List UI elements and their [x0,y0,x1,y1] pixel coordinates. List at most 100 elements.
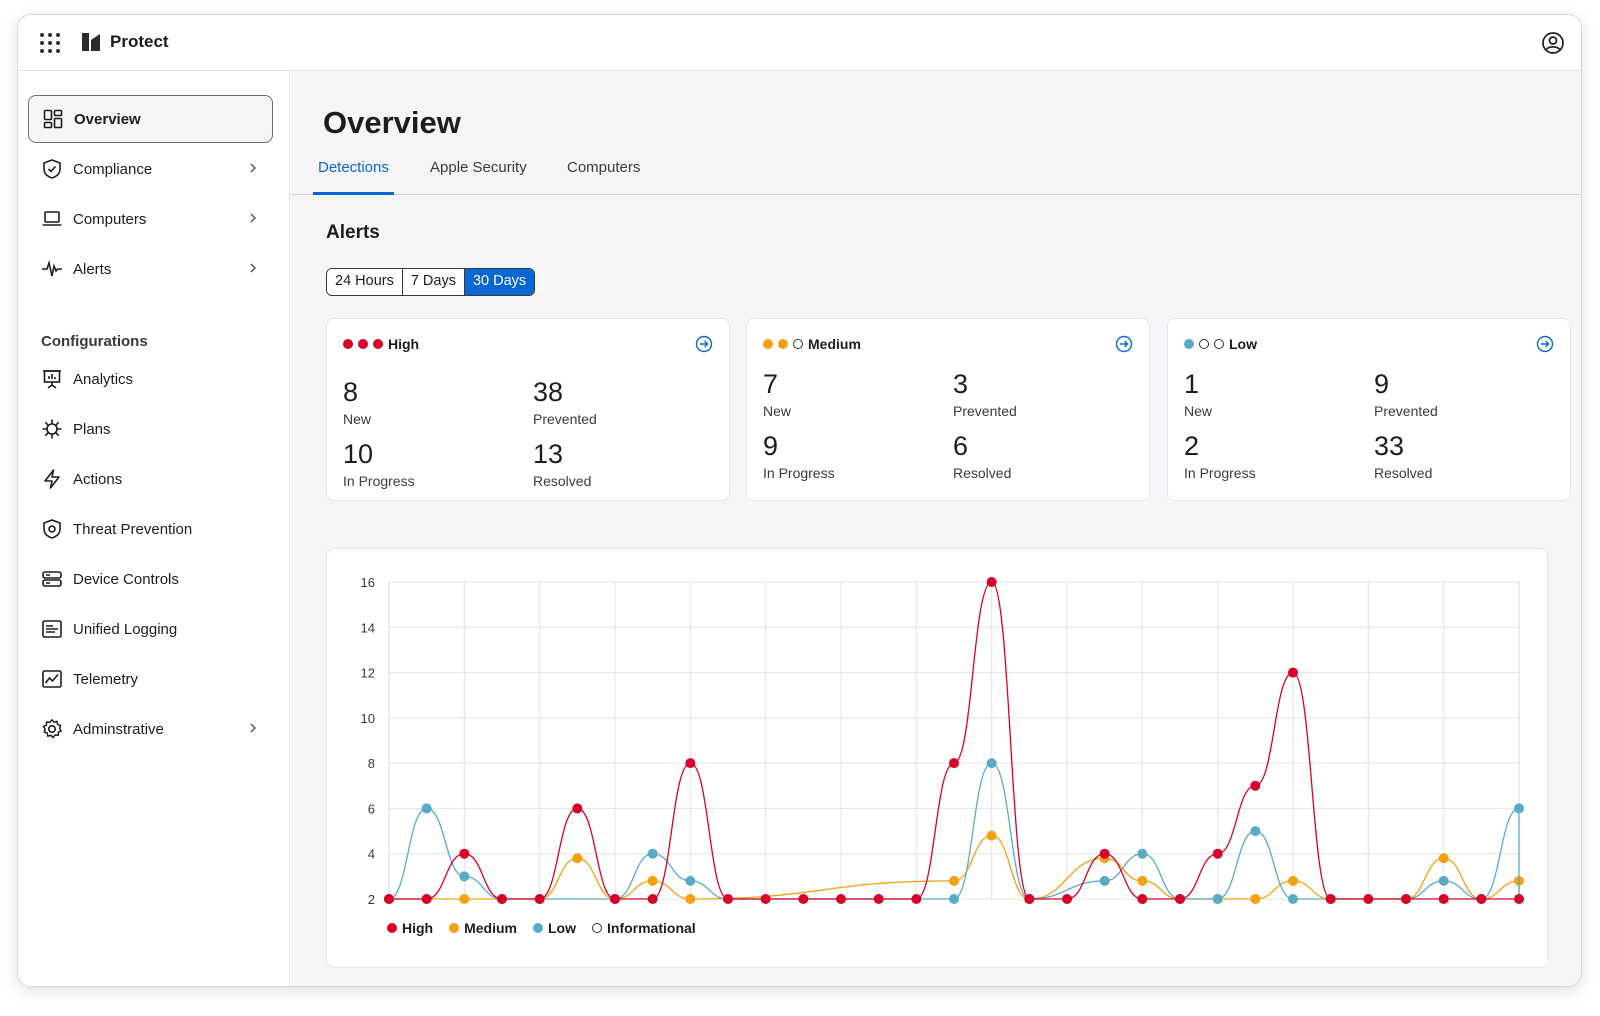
data-point-low [1250,826,1261,837]
stat-prevented-value: 9 [1374,369,1390,399]
data-point-medium [459,894,470,904]
data-point-high [1288,667,1298,678]
sidebar-item-plans[interactable]: Plans [28,405,273,453]
data-point-high [1438,894,1449,904]
data-point-high [1514,894,1524,904]
sidebar-item-device-controls[interactable]: Device Controls [28,555,273,603]
data-point-high [1062,894,1072,904]
stat-resolved-label: Resolved [533,473,592,489]
pulse-icon [42,260,62,277]
stat-in-progress-label: In Progress [1184,465,1256,481]
data-point-high [610,894,620,904]
line-chart-icon [42,670,62,688]
app-launcher-icon[interactable] [40,33,60,53]
data-point-high [1137,894,1148,904]
data-point-high [911,894,922,904]
data-point-low [685,875,696,886]
dashboard-icon [43,109,63,129]
legend-swatch [592,923,602,933]
card-header: High [343,336,419,352]
legend-item-low[interactable]: Low [533,920,576,936]
data-point-high [798,894,809,904]
severity-dot [1214,339,1224,349]
sidebar-item-label: Device Controls [73,570,179,588]
protect-logo-icon [82,33,100,51]
page-title: Overview [323,105,461,140]
data-point-low [949,894,959,904]
legend-label: Medium [464,920,517,936]
data-point-high [1024,894,1035,904]
shield-icon [43,519,61,539]
series-line-medium [389,834,1520,900]
arrow-circle-right-icon[interactable] [1536,335,1554,353]
range-30-days-button[interactable]: 30 Days [464,269,535,295]
range-7-days-button[interactable]: 7 Days [402,269,465,295]
data-point-medium [1288,875,1298,886]
sidebar-item-label: Computers [73,210,147,228]
data-point-medium [647,875,658,886]
severity-dot [358,339,368,349]
alert-card-high: High 8 New 38 Prevented 10 In Progress 1… [326,318,730,501]
sidebar-item-overview[interactable]: Overview [28,95,273,143]
sidebar-item-compliance[interactable]: Compliance [28,145,273,193]
card-title: Medium [808,336,861,352]
card-title: Low [1229,336,1257,352]
tab-computers[interactable]: Computers [567,159,641,176]
tab-detections[interactable]: Detections [313,159,394,195]
data-point-high [685,758,696,769]
stat-in-progress-value: 2 [1184,431,1200,461]
severity-dot [373,339,383,349]
stat-new-label: New [343,411,372,427]
sidebar-item-actions[interactable]: Actions [28,455,273,503]
arrow-circle-right-icon[interactable] [695,335,713,353]
sidebar-item-telemetry[interactable]: Telemetry [28,655,273,703]
sidebar-item-administrative[interactable]: Adminstrative [28,705,273,753]
data-point-low [459,871,470,882]
alert-card-low: Low 1 New 9 Prevented 2 In Progress 33 R… [1167,318,1571,501]
sidebar: Overview Compliance Computers Alerts [18,71,290,986]
alerts-chart: 2 4 6 8 10 12 14 16 High Medium Low Information… [326,548,1548,968]
severity-dot [778,339,788,349]
presentation-chart-icon [43,370,61,389]
data-point-low [986,758,997,769]
sidebar-item-unified-logging[interactable]: Unified Logging [28,605,273,653]
chart-plot: 2 4 6 8 10 12 14 16 [361,575,1524,907]
tab-apple-security[interactable]: Apple Security [430,159,527,176]
user-profile-icon[interactable] [1541,31,1565,55]
severity-dot [1184,339,1194,349]
severity-dot [343,339,353,349]
range-24-hours-button[interactable]: 24 Hours [327,269,403,295]
sidebar-item-threat-prevention[interactable]: Threat Prevention [28,505,273,553]
data-point-high [1476,894,1487,904]
legend-item-high[interactable]: High [387,920,433,936]
sidebar-item-label: Threat Prevention [73,520,193,538]
stat-new-value: 1 [1184,369,1200,399]
arrow-circle-right-icon[interactable] [1115,335,1133,353]
sidebar-item-analytics[interactable]: Analytics [28,355,273,403]
stat-prevented-label: Prevented [533,411,597,427]
data-point-high [836,894,846,904]
stat-resolved-label: Resolved [953,465,1012,481]
sidebar-item-computers[interactable]: Computers [28,195,273,243]
virus-icon [42,419,62,439]
stat-new-value: 7 [763,369,779,399]
top-bar: Protect [18,15,1581,71]
data-point-high [760,894,771,904]
data-point-high [1175,894,1185,904]
legend-item-medium[interactable]: Medium [449,920,517,936]
data-point-low [421,803,432,814]
data-point-low [647,848,658,859]
card-header: Low [1184,336,1257,352]
stat-resolved-value: 33 [1374,431,1405,461]
data-point-high [873,894,884,904]
data-point-medium [572,853,583,864]
sidebar-item-alerts[interactable]: Alerts [28,245,273,293]
severity-dot [1199,339,1209,349]
y-tick-label: 12 [361,666,375,681]
sidebar-item-label: Analytics [73,370,134,388]
stat-resolved-label: Resolved [1374,465,1433,481]
y-tick-label: 8 [368,756,375,771]
stat-prevented-value: 38 [533,377,564,407]
brand[interactable]: Protect [80,31,169,53]
legend-item-informational[interactable]: Informational [592,920,696,936]
